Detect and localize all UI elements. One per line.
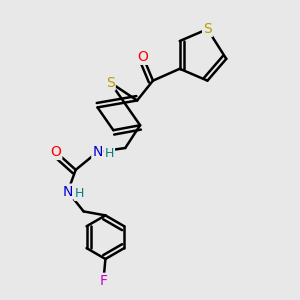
Text: F: F <box>99 274 107 288</box>
Text: O: O <box>50 145 61 159</box>
Text: O: O <box>138 50 148 64</box>
Text: N: N <box>92 145 103 159</box>
Text: S: S <box>106 76 115 90</box>
Text: H: H <box>105 148 114 160</box>
Text: S: S <box>203 22 212 36</box>
Text: H: H <box>75 187 84 200</box>
Text: N: N <box>63 184 73 199</box>
